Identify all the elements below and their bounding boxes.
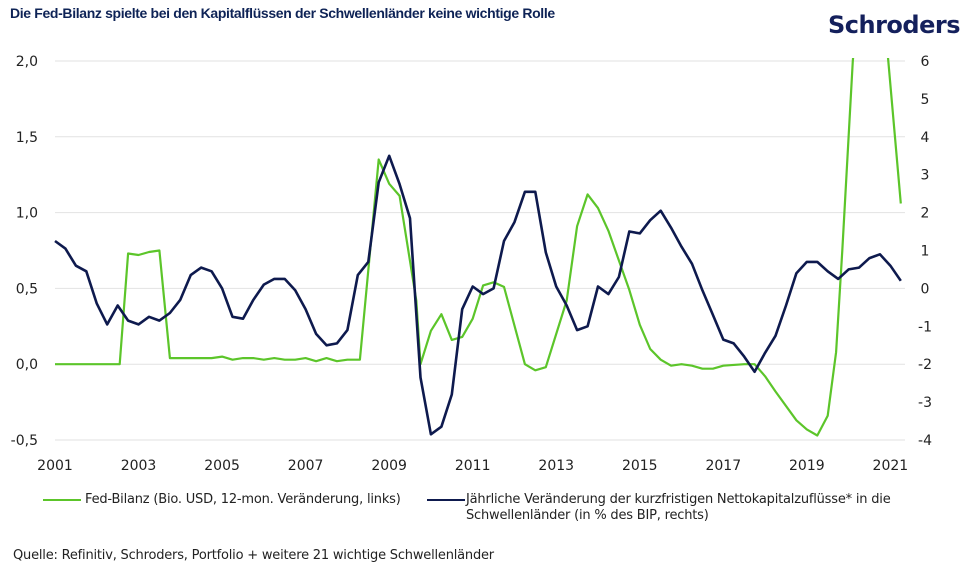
x-tick-label: 2003 — [121, 458, 157, 474]
y-axis-left: 2,0 1,5 1,0 0,5 0,0 -0,5 — [11, 54, 38, 449]
legend-label-flows-line1: Jährliche Veränderung der kurzfristigen … — [466, 492, 891, 507]
y-left-tick-label: 0,0 — [16, 357, 38, 373]
y-left-tick-label: 1,0 — [16, 206, 38, 222]
x-axis: 2001 2003 2005 2007 2009 2011 2013 2015 2017 2019… — [37, 458, 908, 474]
y-right-tick-label: 3 — [921, 168, 930, 184]
legend-swatch-flows — [427, 499, 465, 501]
y-axis-right: 6 5 4 3 2 1 0 -1 -2 -3 -4 — [918, 54, 932, 449]
y-left-tick-label: 1,5 — [16, 130, 38, 146]
y-left-tick-label: -0,5 — [11, 433, 38, 449]
schroders-logo: Schroders — [828, 11, 960, 39]
y-right-tick-label: 2 — [921, 206, 930, 222]
x-tick-label: 2017 — [705, 458, 741, 474]
y-left-tick-label: 0,5 — [16, 281, 38, 297]
y-right-tick-label: 0 — [921, 281, 930, 297]
x-tick-label: 2015 — [622, 458, 658, 474]
y-right-tick-label: -1 — [918, 319, 932, 335]
x-tick-label: 2007 — [288, 458, 324, 474]
x-tick-label: 2021 — [873, 458, 909, 474]
series-line-fed-bilanz — [55, 58, 902, 437]
y-right-tick-label: 1 — [921, 244, 930, 260]
y-left-tick-label: 2,0 — [16, 54, 38, 70]
legend-label-fed: Fed-Bilanz (Bio. USD, 12-mon. Veränderun… — [85, 492, 401, 507]
gridlines — [55, 60, 905, 441]
x-tick-label: 2013 — [538, 458, 574, 474]
x-tick-label: 2009 — [371, 458, 407, 474]
legend: Fed-Bilanz (Bio. USD, 12-mon. Veränderun… — [0, 492, 960, 532]
y-right-tick-label: -2 — [918, 357, 932, 373]
x-tick-label: 2005 — [204, 458, 240, 474]
series-line-capital-flows — [54, 154, 902, 436]
y-right-tick-label: 4 — [921, 130, 930, 146]
x-tick-label: 2001 — [37, 458, 73, 474]
series-group — [54, 58, 902, 437]
y-right-tick-label: -4 — [918, 433, 932, 449]
y-right-tick-label: 5 — [921, 92, 930, 108]
x-tick-label: 2019 — [789, 458, 825, 474]
x-tick-label: 2011 — [455, 458, 491, 474]
chart: 2,0 1,5 1,0 0,5 0,0 -0,5 6 5 4 3 2 1 0 -1 -2 -3 -4 2001… — [11, 54, 932, 474]
y-right-tick-label: 6 — [921, 54, 930, 70]
y-right-tick-label: -3 — [918, 395, 932, 411]
legend-swatch-fed — [43, 499, 81, 501]
legend-label-flows-line2: Schwellenländer (in % des BIP, rechts) — [466, 508, 709, 523]
chart-title: Die Fed-Bilanz spielte bei den Kapitalfl… — [10, 5, 555, 21]
source-note: Quelle: Refinitiv, Schroders, Portfolio … — [13, 548, 494, 563]
